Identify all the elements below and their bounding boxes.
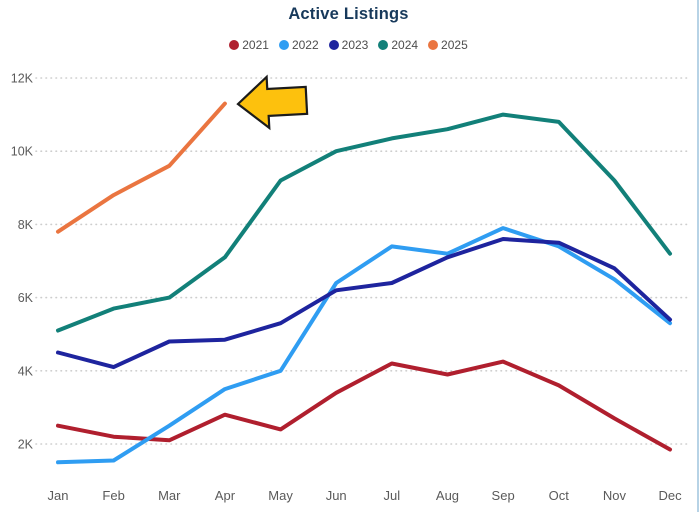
legend: 2021 2022 2023 2024 2025 xyxy=(0,38,697,52)
legend-dot xyxy=(278,40,289,50)
legend-item-2023[interactable]: 2023 xyxy=(328,38,369,52)
x-tick-label: Jun xyxy=(326,488,347,503)
series-line-2024[interactable] xyxy=(56,112,672,333)
legend-label: 2021 xyxy=(242,38,269,52)
legend-dot xyxy=(328,40,339,50)
series-line-2023[interactable] xyxy=(56,237,672,370)
y-tick-label: 2K xyxy=(18,438,34,452)
x-tick-label: Nov xyxy=(603,488,627,503)
legend-label: 2025 xyxy=(441,38,468,52)
y-tick-label: 4K xyxy=(18,364,34,378)
legend-dot xyxy=(428,40,439,50)
legend-label: 2022 xyxy=(291,38,319,52)
legend-dot xyxy=(229,40,240,50)
x-tick-label: Oct xyxy=(549,488,570,503)
gridlines xyxy=(35,77,692,445)
window-edge xyxy=(697,0,699,512)
y-tick-label: 12K xyxy=(11,72,34,86)
y-tick-label: 6K xyxy=(18,291,34,305)
x-tick-label: Aug xyxy=(436,488,459,503)
x-tick-label: Dec xyxy=(658,488,682,503)
legend-item-2022[interactable]: 2022 xyxy=(278,38,319,52)
x-tick-label: Jan xyxy=(48,488,69,503)
legend-item-2021[interactable]: 2021 xyxy=(229,38,269,52)
series-line-2021[interactable] xyxy=(56,359,672,452)
series-line-2022[interactable] xyxy=(56,226,672,465)
x-tick-label: Jul xyxy=(384,488,401,503)
chart-title: Active Listings xyxy=(288,5,409,23)
x-tick-label: May xyxy=(268,488,293,503)
x-axis-labels: Jan Feb Mar Apr May Jun Jul Aug Sep Oct Nov Dec xyxy=(48,488,683,503)
y-tick-label: 10K xyxy=(11,145,34,159)
legend-item-2025[interactable]: 2025 xyxy=(428,38,468,52)
legend-dot xyxy=(378,40,389,50)
series-lines xyxy=(56,101,672,465)
x-tick-label: Feb xyxy=(102,488,124,503)
highlight-arrow-annotation xyxy=(236,74,309,131)
legend-label: 2024 xyxy=(391,38,419,52)
x-tick-label: Mar xyxy=(158,488,181,503)
x-tick-label: Sep xyxy=(492,488,515,503)
x-tick-label: Apr xyxy=(215,488,236,503)
y-tick-label: 8K xyxy=(18,218,34,232)
y-axis-labels: 2K 4K 6K 8K 10K 12K xyxy=(11,72,34,452)
legend-item-2024[interactable]: 2024 xyxy=(378,38,418,52)
series-line-2025[interactable] xyxy=(56,101,227,234)
legend-label: 2023 xyxy=(341,38,369,52)
